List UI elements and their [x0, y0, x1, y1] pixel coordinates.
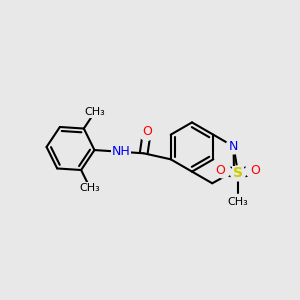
Text: S: S: [233, 167, 243, 180]
Text: O: O: [216, 164, 226, 177]
Circle shape: [139, 125, 154, 140]
Circle shape: [114, 144, 129, 159]
Text: N: N: [229, 140, 238, 153]
Text: CH₃: CH₃: [84, 107, 105, 117]
Text: CH₃: CH₃: [228, 197, 248, 207]
Text: O: O: [250, 164, 260, 177]
Circle shape: [215, 163, 230, 178]
Text: NH: NH: [112, 145, 130, 158]
Text: O: O: [142, 125, 152, 138]
Circle shape: [230, 166, 245, 181]
Circle shape: [245, 163, 260, 178]
Circle shape: [226, 139, 241, 154]
Text: CH₃: CH₃: [80, 182, 100, 193]
